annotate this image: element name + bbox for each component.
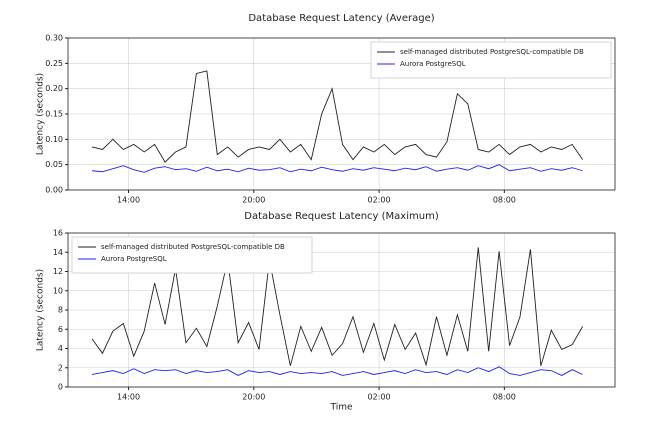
chart-title: Database Request Latency (Average) xyxy=(248,13,434,24)
plot-frame xyxy=(67,37,616,191)
y-tick-label: 8 xyxy=(58,306,63,315)
y-tick-label: 12 xyxy=(53,267,63,276)
x-axis-label: Time xyxy=(329,403,352,413)
x-tick-label: 20:00 xyxy=(242,196,265,205)
chart-title: Database Request Latency (Maximum) xyxy=(244,211,439,222)
y-tick-label: 10 xyxy=(53,286,63,295)
y-axis-label: Latency (seconds) xyxy=(36,73,46,155)
y-tick-label: 0.25 xyxy=(45,59,63,68)
y-tick-label: 2 xyxy=(58,363,63,372)
y-tick-label: 0.15 xyxy=(45,110,63,119)
x-tick-label: 02:00 xyxy=(368,393,391,402)
legend-box xyxy=(370,41,612,79)
y-tick-label: 4 xyxy=(58,344,63,353)
series-line xyxy=(91,70,584,163)
legend-label: self-managed distributed PostgreSQL-comp… xyxy=(400,48,584,56)
x-tick-label: 08:00 xyxy=(493,196,516,205)
y-tick-label: 0.30 xyxy=(45,34,63,43)
x-tick-label: 08:00 xyxy=(493,393,516,402)
series-line xyxy=(91,366,583,376)
x-tick-label: 02:00 xyxy=(368,196,391,205)
y-tick-label: 0 xyxy=(58,383,63,392)
series-line xyxy=(91,247,584,367)
y-tick-label: 0.20 xyxy=(45,84,63,93)
legend-box xyxy=(71,236,313,274)
y-tick-label: 0.10 xyxy=(45,135,63,144)
y-tick-label: 0.05 xyxy=(45,160,63,169)
legend-label: Aurora PostgreSQL xyxy=(400,60,466,68)
x-tick-label: 14:00 xyxy=(117,196,140,205)
y-tick-label: 16 xyxy=(53,229,63,238)
y-tick-label: 6 xyxy=(58,325,63,334)
legend-label: self-managed distributed PostgreSQL-comp… xyxy=(101,243,285,251)
y-tick-label: 0.00 xyxy=(45,186,63,195)
plot-frame xyxy=(67,232,616,388)
x-tick-label: 14:00 xyxy=(117,393,140,402)
y-tick-label: 14 xyxy=(53,248,63,257)
series-line xyxy=(91,164,583,173)
legend-label: Aurora PostgreSQL xyxy=(101,255,167,263)
x-tick-label: 20:00 xyxy=(242,393,265,402)
y-axis-label: Latency (seconds) xyxy=(36,269,46,351)
